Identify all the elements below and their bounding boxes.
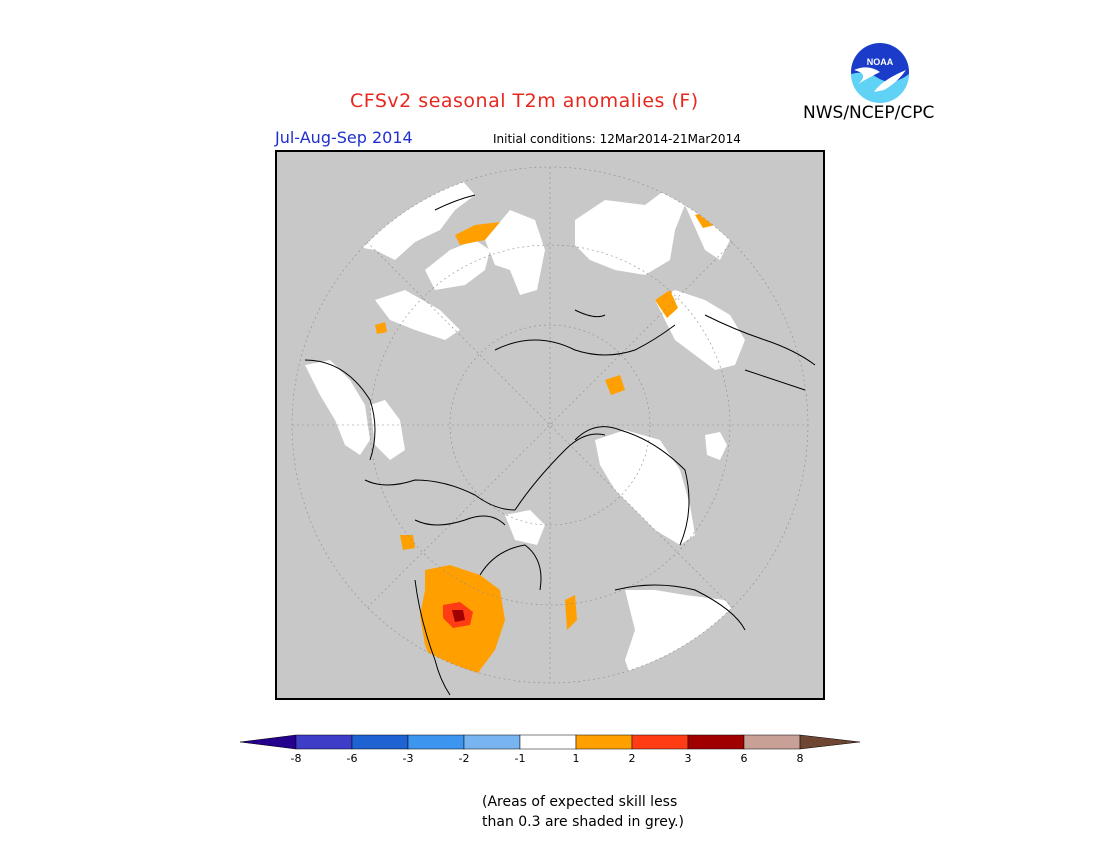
colorbar-bin (463, 734, 521, 750)
region-orange-siberia (455, 222, 500, 245)
season-label: Jul-Aug-Sep 2014 (275, 128, 413, 147)
region-darkred-great-basin (452, 610, 465, 622)
colorbar-bin (351, 734, 409, 750)
map-title: CFSv2 seasonal T2m anomalies (F) (350, 90, 699, 112)
noaa-logo-text: NOAA (867, 57, 894, 67)
region-orange-north-atlantic (565, 595, 577, 630)
agency-label: NWS/NCEP/CPC (803, 103, 935, 123)
graticule (291, 166, 809, 684)
colorbar-bin (295, 734, 353, 750)
color-bar (240, 734, 860, 750)
region-white-pacific-west (305, 360, 370, 455)
noaa-logo: NOAA (849, 41, 911, 103)
colorbar-bin (631, 734, 689, 750)
colorbar-tick-label: 2 (628, 752, 636, 765)
colorbar-bin (575, 734, 633, 750)
region-white-arctic-islands (505, 510, 545, 545)
region-white-pacific-mid (370, 400, 405, 460)
region-white-middle-east (575, 190, 685, 275)
colorbar-tick-label: 6 (740, 752, 748, 765)
colorbar-tick-label: -2 (458, 752, 470, 765)
region-white-east-asia (485, 210, 545, 295)
anomaly-map (275, 150, 825, 700)
region-white-siberia-north (345, 178, 475, 260)
colorbar-arrow-low (240, 734, 297, 750)
colorbar-tick-label: -3 (402, 752, 414, 765)
region-white-central-asia (425, 240, 490, 290)
region-white-greenland (595, 430, 695, 545)
colorbar-tick-label: -8 (290, 752, 302, 765)
colorbar-tick-label: -1 (514, 752, 526, 765)
skill-footnote-line-1: (Areas of expected skill less (482, 794, 678, 810)
region-white-iceland (705, 432, 727, 460)
colorbar-tick-label: 8 (796, 752, 804, 765)
skill-footnote-line-2: than 0.3 are shaded in grey.) (482, 814, 685, 830)
colorbar-tick-label: 1 (572, 752, 580, 765)
region-orange-east-siberia (605, 375, 625, 395)
colorbar-arrow-high (799, 734, 860, 750)
colorbar-tick-label: -6 (346, 752, 358, 765)
region-orange-hudson (375, 322, 387, 334)
colorbar-bin (743, 734, 801, 750)
region-orange-alaska (400, 535, 415, 550)
colorbar-bin (519, 734, 577, 750)
map-border (275, 150, 825, 700)
colorbar-tick-label: 3 (684, 752, 692, 765)
skill-footnote: (Areas of expected skill less than 0.3 a… (482, 792, 684, 832)
coastlines (304, 194, 816, 696)
initial-conditions-label: Initial conditions: 12Mar2014-21Mar2014 (493, 132, 741, 146)
region-orange-iran (655, 290, 678, 318)
region-white-asia-band (375, 290, 460, 340)
region-white-europe (655, 290, 745, 370)
colorbar-bin (407, 734, 465, 750)
colorbar-bin (687, 734, 745, 750)
